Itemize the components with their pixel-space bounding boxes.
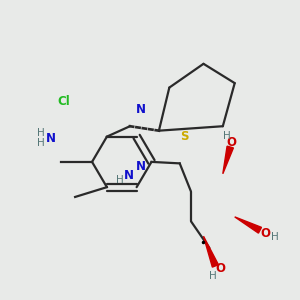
Polygon shape: [223, 146, 233, 174]
Text: H: H: [116, 175, 124, 185]
Polygon shape: [235, 217, 262, 233]
Text: H: H: [37, 128, 45, 138]
Text: N: N: [136, 160, 146, 173]
Text: O: O: [260, 227, 270, 240]
Text: H: H: [37, 139, 45, 148]
Text: Cl: Cl: [57, 95, 70, 108]
Text: N: N: [136, 103, 146, 116]
Text: H: H: [208, 271, 216, 281]
Text: N: N: [46, 132, 56, 145]
Text: O: O: [227, 136, 237, 149]
Text: S: S: [181, 130, 189, 142]
Text: H: H: [223, 131, 230, 141]
Polygon shape: [203, 236, 218, 267]
Text: O: O: [216, 262, 226, 275]
Text: N: N: [124, 169, 134, 182]
Text: H: H: [271, 232, 279, 242]
